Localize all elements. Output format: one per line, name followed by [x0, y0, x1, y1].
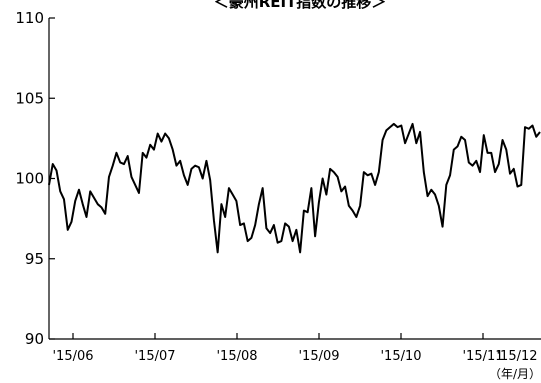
x-tick-label: '15/11	[462, 349, 503, 364]
y-tick-label: 95	[25, 250, 44, 268]
y-tick-label: 105	[15, 89, 44, 107]
series-layer	[48, 122, 541, 254]
x-axis-unit: （年/月）	[489, 367, 541, 381]
x-tick-label: '15/10	[380, 349, 421, 364]
x-tick-label: '15/09	[298, 349, 339, 364]
chart-title: ＜豪州REIT指数の推移＞	[214, 0, 387, 11]
x-tick-label: '15/08	[216, 349, 257, 364]
series-line-0	[48, 122, 541, 254]
y-tick-label: 110	[15, 9, 44, 27]
y-axis-ticks: 90 95 100 105 110	[15, 9, 55, 348]
x-tick-label: '15/06	[52, 349, 93, 364]
y-tick-label: 90	[25, 330, 44, 348]
x-axis-ticks: '15/06 '15/07 '15/08 '15/09 '15/10 '15/11'15/…	[52, 333, 538, 364]
x-tick-label: '15/07	[134, 349, 175, 364]
y-tick-label: 100	[15, 170, 44, 188]
x-tick-label: '15/12	[496, 349, 537, 364]
